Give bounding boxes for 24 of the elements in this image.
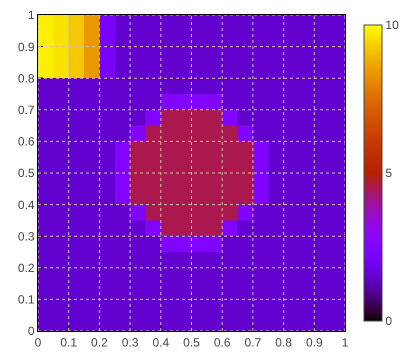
x-tick-label: 0.2 [91, 335, 108, 350]
x-tick-label: 1 [342, 335, 349, 350]
y-tick-label: 0.2 [18, 261, 35, 275]
y-tick-label: 0.3 [18, 229, 35, 244]
y-tick-label: 0.1 [18, 292, 35, 307]
y-tick-label: 0 [28, 324, 35, 338]
color-bar-label: 0 [385, 314, 392, 328]
x-tick-label: 0.6 [214, 335, 231, 350]
x-tick-label: 0.4 [152, 335, 170, 350]
color-bar-label: 10 [385, 18, 400, 32]
x-tick-label: 0.5 [183, 335, 200, 350]
y-tick-label: 0.9 [18, 40, 35, 54]
x-tick-label: 0.7 [244, 335, 262, 350]
y-tick-label: 0.6 [18, 134, 35, 149]
x-tick-label: 0.1 [60, 335, 78, 350]
y-tick-label: 1 [28, 8, 35, 22]
y-tick-label: 0.4 [18, 198, 35, 212]
y-tick-label: 0.8 [18, 71, 35, 86]
y-tick-label: 0.7 [18, 103, 35, 117]
x-tick-label: 0.3 [122, 335, 139, 350]
x-tick-label: 0.9 [306, 335, 323, 350]
x-tick-label: 0.8 [275, 335, 292, 350]
y-tick-label: 0.5 [18, 166, 35, 180]
color-bar-label: 5 [385, 166, 392, 180]
